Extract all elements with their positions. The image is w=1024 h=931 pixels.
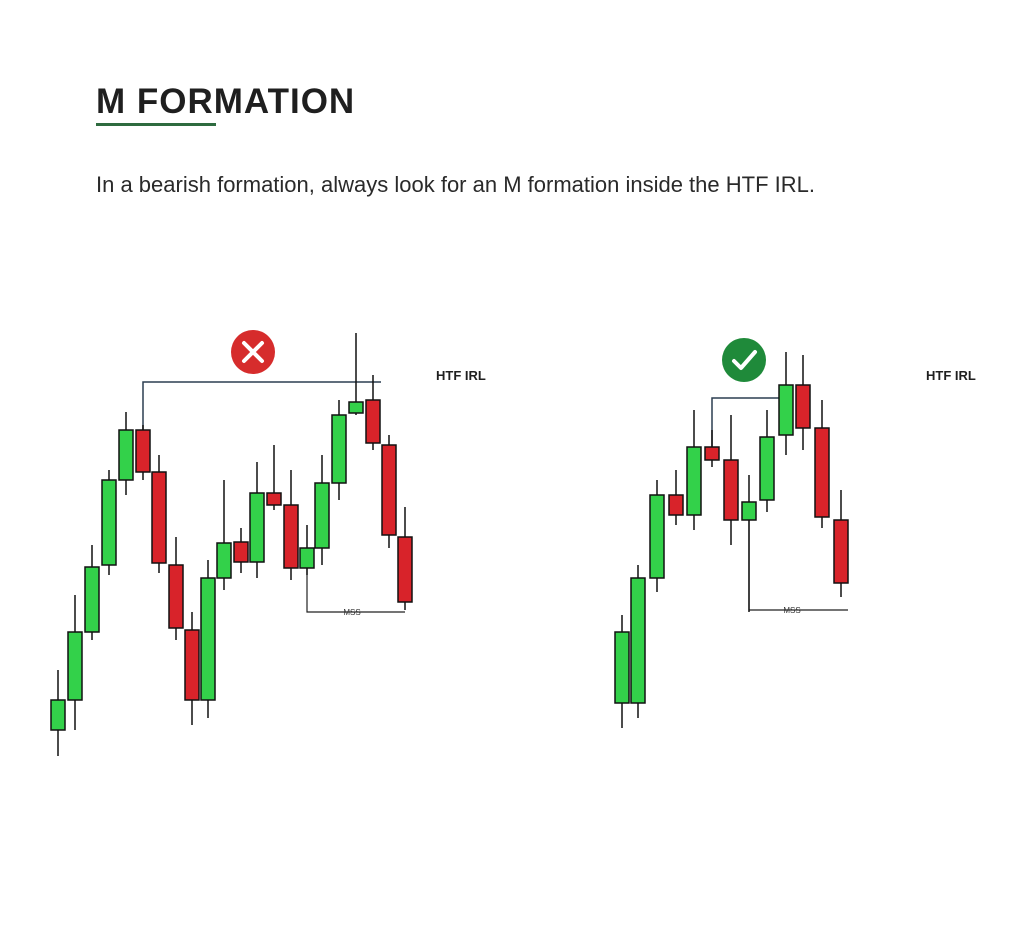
candle-body <box>168 564 184 629</box>
correct-icon <box>722 338 766 382</box>
candle <box>778 352 794 455</box>
candle-body <box>233 541 249 563</box>
candle <box>200 560 216 718</box>
candle <box>101 470 117 575</box>
candle-body <box>759 436 775 501</box>
candle-body <box>814 427 830 518</box>
candle-body <box>630 577 646 704</box>
candle <box>67 595 83 730</box>
candle <box>299 525 315 575</box>
candle-body <box>216 542 232 579</box>
title: M FORMATION <box>96 82 356 121</box>
description: In a bearish formation, always look for … <box>96 172 815 197</box>
level-label: HTF IRL <box>926 368 976 383</box>
candle <box>184 612 200 725</box>
wrong-icon <box>231 330 275 374</box>
candle-body <box>686 446 702 516</box>
candle-body <box>67 631 83 701</box>
candle <box>135 425 151 480</box>
candle-body <box>397 536 413 603</box>
candle-body <box>118 429 134 481</box>
candle <box>686 410 702 530</box>
candle <box>614 615 630 728</box>
level-line <box>142 381 381 430</box>
candle-body <box>200 577 216 701</box>
candle-body <box>314 482 330 549</box>
level-label: HTF IRL <box>436 368 486 383</box>
mss-line <box>748 520 848 611</box>
candle <box>168 537 184 640</box>
candle <box>151 455 167 573</box>
candle <box>668 470 684 525</box>
candle <box>84 545 100 640</box>
candle <box>381 435 397 548</box>
candle-body <box>704 446 720 461</box>
candle-body <box>299 547 315 569</box>
candle <box>795 355 811 450</box>
candle-body <box>649 494 665 579</box>
candle-body <box>331 414 347 484</box>
candle <box>649 480 665 592</box>
candle <box>314 455 330 565</box>
candle <box>118 412 134 495</box>
candle <box>630 565 646 718</box>
candle <box>397 507 413 610</box>
candle <box>266 445 282 510</box>
mss-label: MSS <box>343 608 360 617</box>
candle-body <box>101 479 117 566</box>
candle <box>283 470 299 580</box>
candle <box>331 400 347 500</box>
candle-body <box>365 399 381 444</box>
candle-body <box>249 492 265 563</box>
candle-body <box>778 384 794 436</box>
mss-label: MSS <box>783 606 800 615</box>
candle <box>249 462 265 578</box>
candle <box>723 415 739 545</box>
candle-body <box>266 492 282 506</box>
candle <box>833 490 849 597</box>
candle-body <box>184 629 200 701</box>
candle-body <box>381 444 397 536</box>
candle-body <box>348 401 364 414</box>
candle-body <box>614 631 630 704</box>
candle <box>704 430 720 467</box>
candle <box>348 333 364 415</box>
candle-body <box>741 501 757 521</box>
candle-body <box>135 429 151 473</box>
candle <box>741 475 757 612</box>
candle-body <box>84 566 100 633</box>
candle-body <box>151 471 167 564</box>
candle-body <box>283 504 299 569</box>
candle-body <box>723 459 739 521</box>
candle <box>365 375 381 450</box>
candle <box>233 528 249 573</box>
candle <box>759 410 775 512</box>
candle <box>216 480 232 590</box>
candle-body <box>668 494 684 516</box>
candle <box>50 670 66 756</box>
candle-body <box>833 519 849 584</box>
mss-line <box>306 568 405 613</box>
title-underline <box>96 123 216 126</box>
candle-body <box>50 699 66 731</box>
candle <box>814 400 830 528</box>
candle-body <box>795 384 811 429</box>
